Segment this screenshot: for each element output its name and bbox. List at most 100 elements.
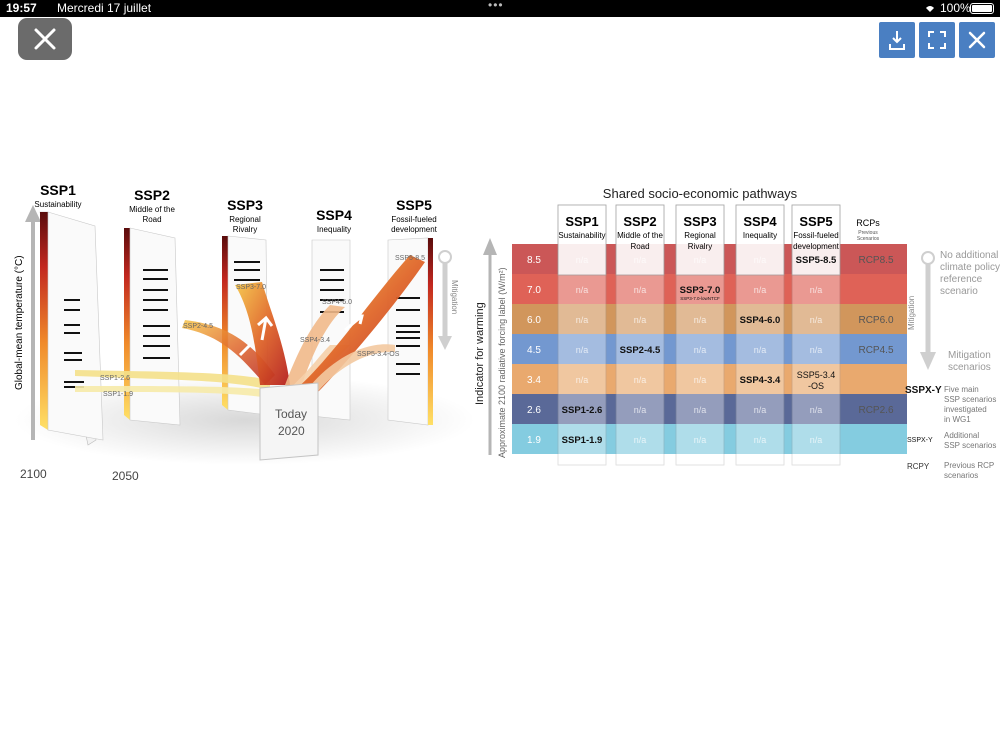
status-time: 19:57: [6, 1, 37, 15]
ssp-heading: SSP4: [316, 207, 352, 223]
right-title: Shared socio-economic pathways: [603, 186, 798, 201]
today-year: 2020: [278, 424, 305, 438]
key-main-text: Five main: [944, 385, 979, 394]
ssp-description: development: [391, 225, 438, 234]
ssp-column-desc: Rivalry: [688, 242, 712, 251]
fullscreen-button[interactable]: [919, 22, 955, 58]
scenario-cell: n/a: [634, 435, 647, 445]
ssp-column-desc: Regional: [684, 231, 716, 240]
mitigation-arrow-icon: [920, 352, 936, 370]
key-rcp-label: RCPY: [907, 462, 930, 471]
multitasking-dots-icon[interactable]: •••: [488, 0, 504, 12]
scenario-cell: n/a: [810, 345, 823, 355]
scenario-label: SSP5-3.4-OS: [357, 351, 400, 358]
ssp-column-title: SSP3: [683, 214, 716, 229]
left-panel: Global-mean temperature (°C) 2100 2050: [14, 182, 475, 483]
ssp-column-desc: development: [793, 242, 840, 251]
scenario-cell: n/a: [576, 255, 589, 265]
rcp-cell: RCP2.6: [858, 405, 893, 416]
close-viewer-button[interactable]: [18, 18, 72, 60]
ssp-description: Sustainability: [34, 200, 81, 209]
key-additional-text: Additional: [944, 431, 979, 440]
ssp-column-title: SSP5: [799, 214, 832, 229]
scenario-cell: n/a: [634, 375, 647, 385]
scenario-cell: SSP4-6.0: [740, 315, 781, 326]
scenario-cell: SSP1-1.9: [562, 435, 603, 446]
forcing-level: 8.5: [527, 255, 541, 266]
forcing-band: [512, 424, 907, 454]
scenario-cell: n/a: [810, 435, 823, 445]
legend-mitigation: scenarios: [948, 362, 991, 373]
right-legend: Mitigation No additional climate policy …: [905, 250, 1000, 480]
right-y-axis-arrow-icon: [483, 238, 497, 255]
key-rcp-text: scenarios: [944, 471, 978, 480]
scenario-cell: n/a: [694, 345, 707, 355]
ssp-column-header: [791, 204, 841, 276]
forcing-band: [512, 274, 907, 304]
ssp-column-header: [675, 204, 725, 276]
scenario-cell: SSP1-2.6: [562, 405, 603, 416]
download-button[interactable]: [879, 22, 915, 58]
ssp-heading: SSP2: [134, 187, 170, 203]
left-ylabel: Global-mean temperature (°C): [14, 255, 25, 390]
status-date: Mercredi 17 juillet: [57, 1, 152, 15]
key-main-text: investigated: [944, 405, 987, 414]
dismiss-button[interactable]: [959, 22, 995, 58]
right-mitigation-label: Mitigation: [907, 296, 916, 330]
scenario-label: SSP4-3.4: [300, 337, 330, 344]
scenario-cell: n/a: [576, 315, 589, 325]
close-icon: [968, 31, 986, 49]
ssp3-note: SSP3-7.0-lowNTCF: [680, 296, 720, 301]
rcp-subheader: Previous: [858, 230, 878, 236]
rcp-cell: RCP8.5: [858, 255, 893, 266]
scenario-cell: SSP4-3.4: [740, 375, 781, 386]
scenario-cell: -OS: [808, 381, 824, 391]
right-ylabel-2: Approximate 2100 radiative forcing label…: [497, 267, 507, 458]
scenario-cell: n/a: [634, 285, 647, 295]
scenario-cell: n/a: [694, 315, 707, 325]
scenario-cell: SSP2-4.5: [620, 345, 661, 356]
key-additional-label: SSPX-Y: [907, 437, 933, 444]
scenario-cell: n/a: [576, 345, 589, 355]
legend-no-additional: climate policy: [940, 262, 1000, 273]
scenario-label: SSP3-7.0: [236, 284, 266, 291]
scenario-label: SSP4-6.0: [322, 299, 352, 306]
status-bar: 19:57 Mercredi 17 juillet ••• 100%: [0, 0, 1000, 17]
ssp-description: Road: [142, 215, 161, 224]
ssp-heading: SSP1: [40, 182, 76, 198]
right-ylabel-1: Indicator for warming: [474, 302, 486, 405]
rcp-header: RCPs: [856, 218, 880, 228]
forcing-level: 6.0: [527, 315, 541, 326]
scenario-cell: n/a: [810, 285, 823, 295]
ribbon-ssp2-45: [182, 320, 275, 385]
legend-no-additional: No additional: [940, 250, 998, 261]
ssp-column-header: [735, 204, 785, 276]
scenario-cell: n/a: [576, 375, 589, 385]
scenario-cell: n/a: [634, 405, 647, 415]
forcing-level: 2.6: [527, 405, 541, 416]
forcing-level: 7.0: [527, 285, 541, 296]
fullscreen-icon: [928, 31, 946, 49]
ssp-column-desc: Fossil-fueled: [793, 231, 838, 240]
scenario-cell: n/a: [694, 405, 707, 415]
rcp-cell: RCP4.5: [858, 345, 893, 356]
close-icon: [34, 28, 56, 50]
download-icon: [889, 31, 905, 50]
key-main-text: SSP scenarios: [944, 395, 996, 404]
ssp-column-header: [557, 204, 607, 276]
ssp-column-header: [615, 204, 665, 276]
wifi-icon: [926, 6, 934, 12]
scenario-cell: SSP5-8.5: [796, 255, 837, 266]
scenario-label: SSP2-4.5: [183, 323, 213, 330]
ribbon-ssp1-19: [75, 386, 270, 398]
battery-percent: 100%: [940, 1, 971, 15]
axis-2100: 2100: [20, 467, 47, 481]
scenario-cell: n/a: [754, 435, 767, 445]
mitigation-arrow-icon: [438, 336, 452, 350]
scenario-cell: n/a: [754, 255, 767, 265]
ssp-description: Middle of the: [129, 205, 175, 214]
legend-no-additional: reference: [940, 274, 983, 285]
rcp-cell: RCP6.0: [858, 315, 893, 326]
scenario-cell: n/a: [754, 405, 767, 415]
